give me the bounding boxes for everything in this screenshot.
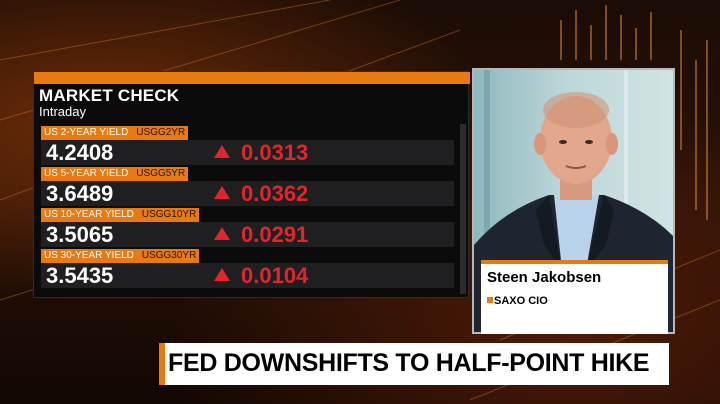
yield-ticker: USGG30YR <box>141 250 197 261</box>
panel-subtitle: Intraday <box>39 104 86 119</box>
market-check-panel: MARKET CHECK Intraday US 2-YEAR YIELD USG… <box>33 71 470 298</box>
yield-label: US 10-YEAR YIELD USGG10YR <box>41 208 200 222</box>
yield-name: US 5-YEAR YIELD <box>44 168 129 179</box>
up-arrow-icon <box>214 186 230 199</box>
up-arrow-icon <box>214 268 230 281</box>
yield-label: US 5-YEAR YIELD USGG5YR <box>41 167 189 181</box>
yield-bar <box>41 263 454 288</box>
yield-label: US 30-YEAR YIELD USGG30YR <box>41 249 200 263</box>
panel-divider <box>460 124 466 294</box>
yield-name: US 30-YEAR YIELD <box>44 250 134 261</box>
guest-name-card: Steen Jakobsen SAXO CIO <box>481 260 668 334</box>
yield-name: US 10-YEAR YIELD <box>44 209 134 220</box>
yield-ticker: USGG5YR <box>136 168 186 179</box>
yield-row: US 30-YEAR YIELD USGG30YR 3.5435 0.0104 <box>41 249 454 288</box>
yield-value: 3.6489 <box>46 181 114 206</box>
yield-change: 0.0362 <box>241 181 309 206</box>
panel-accent-bar <box>34 72 470 84</box>
yield-ticker: USGG2YR <box>136 127 186 138</box>
yield-change: 0.0104 <box>241 263 309 288</box>
guest-title: SAXO CIO <box>487 295 548 307</box>
yield-bar <box>41 222 454 247</box>
yield-value: 4.2408 <box>46 140 114 165</box>
up-arrow-icon <box>214 145 230 158</box>
guest-title-text: SAXO CIO <box>494 295 548 307</box>
headline-text: FED DOWNSHIFTS TO HALF-POINT HIKE <box>168 349 650 377</box>
yield-change: 0.0313 <box>241 140 309 165</box>
guest-name: Steen Jakobsen <box>487 269 602 286</box>
headline-accent-bar <box>159 343 165 385</box>
yield-row: US 2-YEAR YIELD USGG2YR 4.2408 0.0313 <box>41 126 454 165</box>
yield-bar <box>41 181 454 206</box>
yield-change: 0.0291 <box>241 222 309 247</box>
yield-row: US 10-YEAR YIELD USGG10YR 3.5065 0.0291 <box>41 208 454 247</box>
headline-banner: FED DOWNSHIFTS TO HALF-POINT HIKE <box>159 343 669 385</box>
yield-name: US 2-YEAR YIELD <box>44 127 129 138</box>
yield-ticker: USGG10YR <box>141 209 197 220</box>
panel-title: MARKET CHECK <box>39 86 180 105</box>
yield-row: US 5-YEAR YIELD USGG5YR 3.6489 0.0362 <box>41 167 454 206</box>
yield-value: 3.5065 <box>46 222 114 247</box>
up-arrow-icon <box>214 227 230 240</box>
bullet-square-icon <box>487 297 493 303</box>
yield-bar <box>41 140 454 165</box>
yield-value: 3.5435 <box>46 263 114 288</box>
yield-label: US 2-YEAR YIELD USGG2YR <box>41 126 189 140</box>
